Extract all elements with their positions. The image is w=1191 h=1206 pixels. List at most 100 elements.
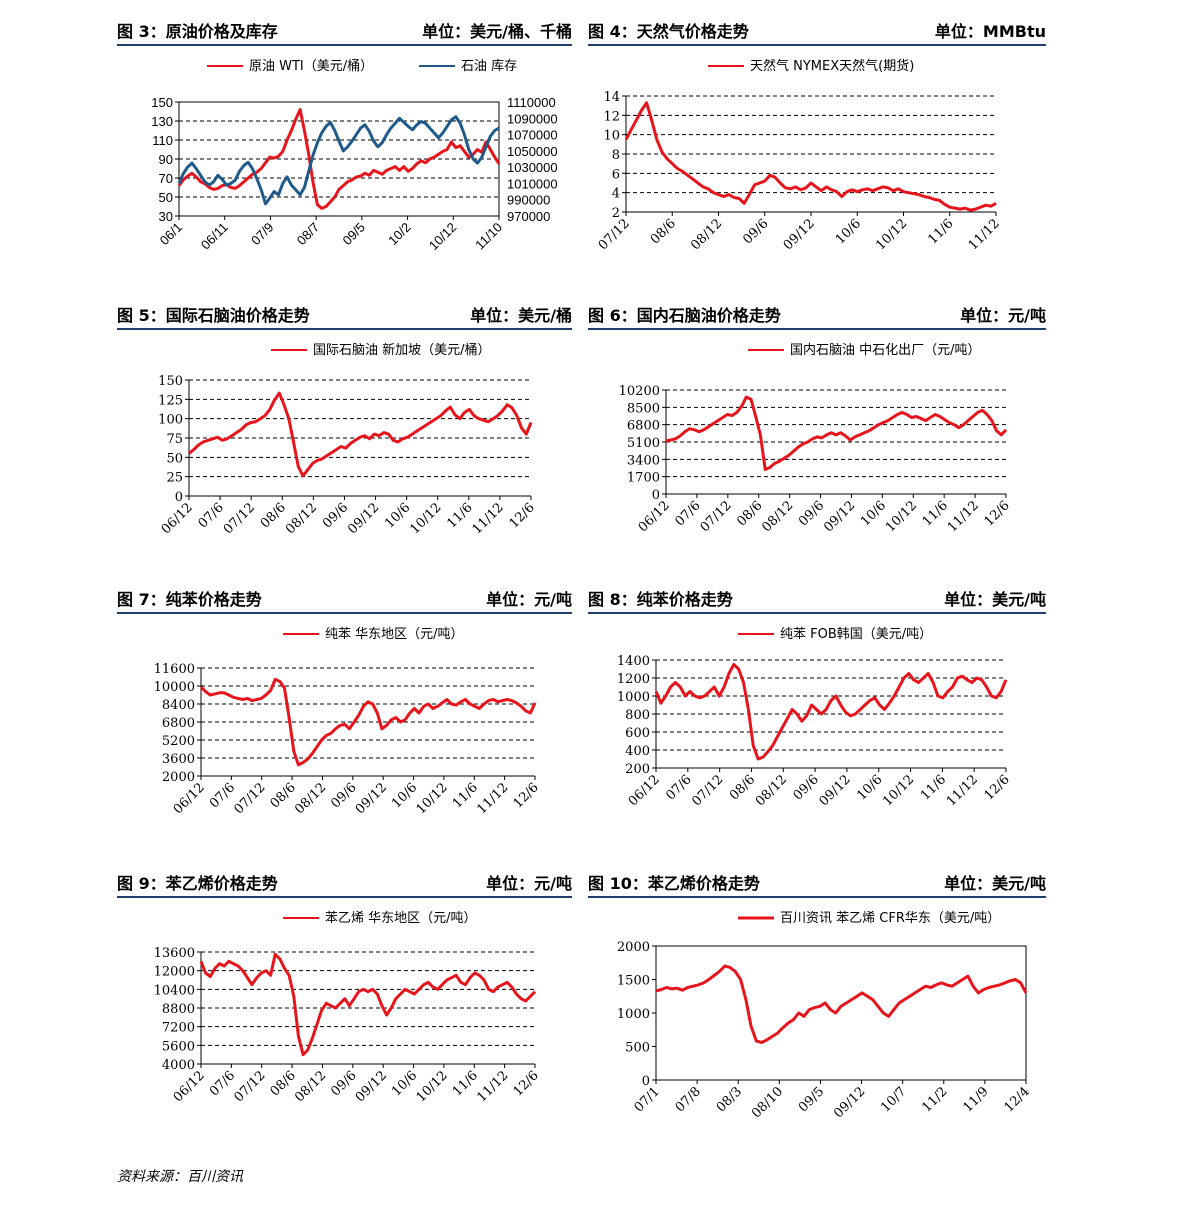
panel-unit: 单位：美元/桶	[470, 306, 572, 325]
panel-title: 图 5：国际石脑油价格走势	[117, 306, 310, 325]
legend: 百川资讯 苯乙烯 CFR华东（美元/吨）	[738, 911, 1000, 926]
y-tick-label: 30	[159, 209, 173, 224]
x-tick-label: 12/6	[982, 772, 1013, 803]
y-tick-label: 5200	[162, 734, 195, 749]
panel-6: 图 8：纯苯价格走势 单位：美元/吨 纯苯 FOB韩国（美元/吨） 1400 120…	[588, 586, 1046, 856]
panel-unit: 单位：MMBtu	[934, 22, 1046, 41]
series-line	[624, 101, 997, 212]
series-line	[188, 391, 533, 478]
y-tick-label: 4000	[162, 1058, 195, 1073]
y-tick-label: 4	[612, 187, 620, 202]
y-tick-label: 100	[158, 413, 183, 428]
x-tick-label: 08/7	[294, 220, 323, 249]
x-tick-label: 11/10	[472, 220, 505, 253]
panel-unit: 单位：美元/吨	[944, 590, 1046, 609]
x-tick-label: 10/12	[414, 1068, 451, 1105]
y-tick-label: 8400	[162, 698, 195, 713]
x-tick-label: 09/12	[821, 498, 858, 535]
x-tick-label: 06/12	[159, 500, 196, 537]
y-tick-label: 3600	[162, 752, 195, 767]
domestic-naphtha-chart: 国内石脑油 中石化出厂（元/吨） 10200 8500 6800 5100 3400 170…	[619, 342, 1013, 535]
x-tick-label: 09/12	[831, 1084, 868, 1121]
y-tick-label: 10000	[154, 680, 195, 695]
title-rule	[117, 612, 572, 614]
panel-title: 图 6：国内石脑油价格走势	[588, 306, 781, 325]
x-tick-label: 07/1	[632, 1084, 663, 1115]
y-tick-label: 1500	[617, 974, 650, 989]
y-tick-label: 25	[166, 471, 183, 486]
title-rule	[117, 328, 572, 330]
title-rule	[117, 44, 572, 46]
benzene-east-china-chart: 纯苯 华东地区（元/吨） 11600 10000 8400 6800 5200 3600 20…	[154, 627, 542, 817]
y-tick-label: 6800	[162, 716, 195, 731]
legend-label: 百川资讯 苯乙烯 CFR华东（美元/吨）	[780, 911, 1000, 926]
title-rule	[588, 44, 1046, 46]
y-tick-label: 0	[642, 1074, 650, 1089]
legend-label: 天然气 NYMEX天然气(期货)	[750, 58, 914, 74]
y-tick-label: 200	[625, 762, 650, 777]
title-rule	[588, 612, 1046, 614]
panel-title: 图 8：纯苯价格走势	[588, 590, 733, 609]
legend-label: 纯苯 FOB韩国（美元/吨）	[780, 627, 932, 642]
x-tick-label: 10/12	[407, 500, 444, 537]
styrene-east-china-chart: 苯乙烯 华东地区（元/吨） 13600 12000 10400 8800 7200 5600…	[154, 911, 542, 1105]
legend-label: 纯苯 华东地区（元/吨）	[325, 627, 464, 642]
y2-tick-label: 1110000	[507, 95, 556, 110]
y-tick-label: 10200	[619, 384, 660, 399]
y-tick-label: 3400	[627, 453, 660, 468]
y2-tick-label: 1030000	[507, 160, 558, 175]
legend-label: 国际石脑油 新加坡（美元/桶）	[313, 342, 491, 358]
y-tick-label: 0	[652, 488, 660, 503]
y-tick-label: 1200	[617, 672, 650, 687]
series-line	[199, 677, 537, 767]
x-tick-label: 12/4	[1002, 1084, 1033, 1115]
x-tick-label: 09/12	[817, 772, 854, 809]
y-tick-label: 1400	[617, 654, 650, 669]
panel-5: 图 7：纯苯价格走势 单位：元/吨 纯苯 华东地区（元/吨） 11600 10000…	[117, 586, 572, 856]
x-tick-label: 10/2	[385, 220, 414, 249]
y-tick-label: 12	[603, 109, 620, 124]
x-tick-label: 06/12	[171, 1068, 208, 1105]
x-tick-label: 12/6	[982, 498, 1013, 529]
series-line	[655, 964, 1028, 1044]
title-rule	[588, 328, 1046, 330]
legend-label: 苯乙烯 华东地区（元/吨）	[325, 911, 477, 926]
panel-unit: 单位：元/吨	[486, 590, 572, 609]
y-tick-label: 400	[625, 744, 650, 759]
x-tick-label: 09/5	[339, 220, 368, 249]
x-tick-label: 10/12	[883, 498, 920, 535]
x-tick-label: 08/12	[283, 500, 320, 537]
panel-3: 图 5：国际石脑油价格走势 单位：美元/桶 国际石脑油 新加坡（美元/桶） 150…	[117, 302, 572, 572]
y2-tick-label: 1010000	[507, 176, 558, 191]
x-tick-label: 09/12	[353, 780, 390, 817]
y-tick-label: 7200	[162, 1021, 195, 1036]
legend: 国际石脑油 新加坡（美元/桶）	[271, 342, 491, 358]
panel-unit: 单位：元/吨	[486, 874, 572, 893]
plot-frame	[655, 945, 1027, 1081]
y-tick-label: 6800	[627, 419, 660, 434]
y-tick-label: 2000	[617, 940, 650, 955]
y-tick-label: 150	[158, 374, 183, 389]
panel-title: 图 7：纯苯价格走势	[117, 590, 262, 609]
x-tick-label: 12/6	[511, 780, 542, 811]
x-tick-label: 09/12	[781, 216, 818, 253]
y-tick-label: 13600	[154, 946, 195, 961]
source-note: 资料来源：百川资讯	[117, 1169, 243, 1185]
panel-1: 图 3：原油价格及库存 单位：美元/桶、千桶 原油 WTI（美元/桶） 石油 库存…	[117, 18, 572, 288]
y-tick-label: 1700	[627, 471, 660, 486]
x-tick-label: 09/12	[353, 1068, 390, 1105]
series-line	[177, 108, 501, 210]
y-tick-label: 50	[159, 190, 173, 205]
y2-tick-label: 970000	[507, 209, 550, 224]
panel-4: 图 6：国内石脑油价格走势 单位：元/吨 国内石脑油 中石化出厂（元/吨） 102…	[588, 302, 1046, 572]
y-tick-label: 150	[151, 95, 173, 110]
x-tick-label: 08/12	[759, 498, 796, 535]
crude-oil-chart: 原油 WTI（美元/桶） 石油 库存 150 130 110 90 70 50 30 111000…	[151, 58, 558, 253]
x-tick-label: 10/12	[880, 772, 917, 809]
legend-label: 国内石脑油 中石化出厂（元/吨）	[790, 342, 981, 358]
x-tick-label: 11/12	[470, 500, 507, 537]
series-line	[665, 395, 1008, 471]
x-tick-label: 12/6	[511, 1068, 542, 1099]
x-tick-label: 06/12	[636, 498, 673, 535]
y-tick-label: 12000	[154, 965, 195, 980]
